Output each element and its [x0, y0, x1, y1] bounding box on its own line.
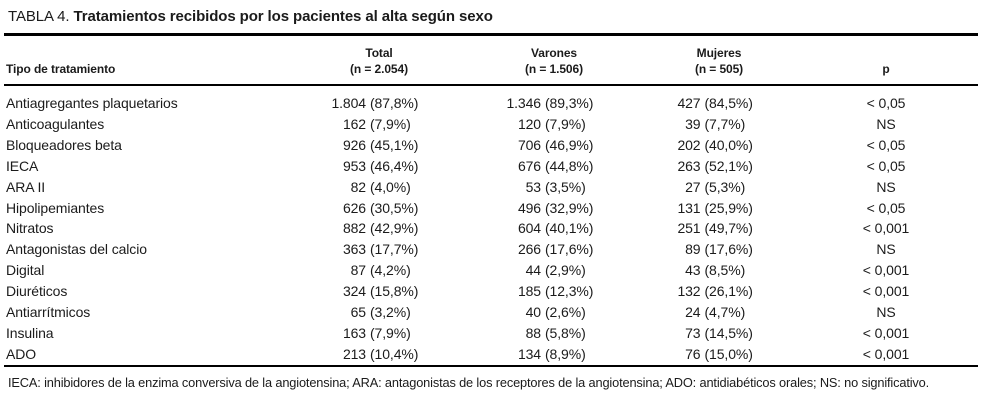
total-cell: 87 (4,2%) — [350, 262, 411, 279]
total-cell: 882 (42,9%) — [342, 220, 419, 237]
table-title-text: Tratamientos recibidos por los pacientes… — [73, 8, 493, 25]
column-header-varones-sub: (n = 1.506) — [525, 62, 583, 76]
total-cell: 65 (3,2%) — [350, 304, 411, 321]
header-row: Tipo de tratamiento Total (n = 2.054) Va… — [4, 34, 978, 86]
table-row: Diuréticos 324 (15,8%) 185 (12,3%) 132 (26,1%)… — [4, 281, 978, 302]
table-row: Antiagregantes plaquetarios 1.804 (87,8%) 1… — [4, 85, 978, 114]
table-row: ARA II 82 (4,0%) 53 (3,5%) 27 (5,3%) NS — [4, 177, 978, 198]
p-value-cell: < 0,001 — [862, 220, 910, 237]
total-cell: 213 (10,4%) — [342, 345, 419, 362]
table-body: Antiagregantes plaquetarios 1.804 (87,8%) 1… — [4, 85, 978, 366]
mujeres-cell: 27 (5,3%) — [685, 178, 746, 195]
varones-cell: 134 (8,9%) — [517, 345, 586, 362]
table-row: Antagonistas del calcio 363 (17,7%) 266 (17,… — [4, 239, 978, 260]
p-value-cell: < 0,001 — [862, 283, 910, 300]
table-row: Digital 87 (4,2%) 44 (2,9%) 43 (8,5%) < 0,001 — [4, 260, 978, 281]
total-cell: 163 (7,9%) — [342, 324, 411, 341]
column-header-treatment: Tipo de tratamiento — [4, 34, 294, 86]
column-header-p: p — [794, 34, 978, 86]
treatment-cell: Antagonistas del calcio — [6, 241, 147, 258]
total-cell: 1.804 (87,8%) — [331, 95, 419, 111]
mujeres-cell: 24 (4,7%) — [685, 304, 746, 321]
total-cell: 363 (17,7%) — [342, 241, 419, 258]
table-footnote: IECA: inhibidores de la enzima conversiv… — [8, 374, 930, 390]
table-number-label: TABLA 4. — [8, 8, 70, 25]
p-value-cell: < 0,001 — [862, 345, 910, 362]
table-row: Anticoagulantes 162 (7,9%) 120 (7,9%) 39 (7,7%… — [4, 114, 978, 135]
table-row: Nitratos 882 (42,9%) 604 (40,1%) 251 (49,7%) < … — [4, 218, 978, 239]
varones-cell: 676 (44,8%) — [517, 157, 594, 174]
treatment-cell: ADO — [6, 345, 37, 362]
treatment-cell: Digital — [6, 262, 45, 279]
p-value-cell: < 0,05 — [866, 95, 906, 111]
treatment-cell: ARA II — [6, 178, 46, 195]
table-title: TABLA 4. Tratamientos recibidos por los … — [8, 7, 978, 26]
treatment-cell: Insulina — [6, 324, 54, 341]
varones-cell: 185 (12,3%) — [517, 283, 594, 300]
p-value-cell: < 0,05 — [866, 157, 906, 174]
p-value-cell: < 0,001 — [862, 262, 910, 279]
varones-cell: 88 (5,8%) — [525, 324, 586, 341]
mujeres-cell: 39 (7,7%) — [685, 115, 746, 132]
varones-cell: 1.346 (89,3%) — [506, 95, 594, 111]
mujeres-cell: 73 (14,5%) — [685, 324, 753, 341]
treatment-cell: Anticoagulantes — [6, 115, 105, 132]
p-value-cell: NS — [876, 304, 896, 321]
total-cell: 926 (45,1%) — [342, 136, 419, 153]
table-row: Bloqueadores beta 926 (45,1%) 706 (46,9%) 202… — [4, 135, 978, 156]
p-value-cell: NS — [876, 241, 896, 258]
mujeres-cell: 263 (52,1%) — [677, 157, 753, 174]
p-value-cell: NS — [876, 115, 896, 132]
varones-cell: 53 (3,5%) — [525, 178, 586, 195]
varones-cell: 266 (17,6%) — [517, 241, 594, 258]
treatment-cell: Hipolipemiantes — [6, 199, 105, 216]
mujeres-cell: 132 (26,1%) — [677, 283, 753, 300]
total-cell: 953 (46,4%) — [342, 157, 419, 174]
table-row: ADO 213 (10,4%) 134 (8,9%) 76 (15,0%) < 0,001 — [4, 344, 978, 366]
table-row: Insulina 163 (7,9%) 88 (5,8%) 73 (14,5%) < 0,00… — [4, 323, 978, 344]
mujeres-cell: 427 (84,5%) — [677, 95, 753, 111]
varones-cell: 44 (2,9%) — [525, 262, 586, 279]
mujeres-cell: 89 (17,6%) — [685, 241, 753, 258]
p-value-cell: < 0,05 — [866, 199, 906, 216]
mujeres-cell: 43 (8,5%) — [685, 262, 746, 279]
treatment-cell: Nitratos — [6, 220, 54, 237]
p-value-cell: NS — [876, 178, 896, 195]
treatment-cell: Antiagregantes plaquetarios — [6, 95, 178, 111]
total-cell: 162 (7,9%) — [342, 115, 411, 132]
varones-cell: 496 (32,9%) — [517, 199, 594, 216]
mujeres-cell: 251 (49,7%) — [677, 220, 753, 237]
total-cell: 82 (4,0%) — [350, 178, 411, 195]
table-header: Tipo de tratamiento Total (n = 2.054) Va… — [4, 34, 978, 86]
total-cell: 324 (15,8%) — [342, 283, 419, 300]
table-row: Hipolipemiantes 626 (30,5%) 496 (32,9%) 131 (2… — [4, 198, 978, 219]
column-header-mujeres-name: Mujeres — [696, 46, 742, 60]
column-header-mujeres: Mujeres (n = 505) — [644, 34, 794, 86]
treatments-table: Tipo de tratamiento Total (n = 2.054) Va… — [4, 33, 978, 367]
column-header-p-name: p — [882, 62, 890, 76]
column-header-total-sub: (n = 2.054) — [350, 62, 408, 76]
varones-cell: 120 (7,9%) — [517, 115, 586, 132]
table-row: IECA 953 (46,4%) 676 (44,8%) 263 (52,1%) < 0,05 — [4, 156, 978, 177]
mujeres-cell: 131 (25,9%) — [677, 199, 753, 216]
column-header-total-name: Total — [365, 46, 393, 60]
table-row: Antiarrítmicos 65 (3,2%) 40 (2,6%) 24 (4,7%) NS — [4, 302, 978, 323]
column-header-varones: Varones (n = 1.506) — [464, 34, 644, 86]
treatment-cell: Antiarrítmicos — [6, 304, 91, 321]
total-cell: 626 (30,5%) — [342, 199, 419, 216]
mujeres-cell: 202 (40,0%) — [677, 136, 753, 153]
varones-cell: 40 (2,6%) — [525, 304, 586, 321]
varones-cell: 604 (40,1%) — [517, 220, 594, 237]
treatment-cell: IECA — [6, 157, 39, 174]
mujeres-cell: 76 (15,0%) — [685, 345, 753, 362]
p-value-cell: < 0,001 — [862, 324, 910, 341]
column-header-mujeres-sub: (n = 505) — [694, 62, 744, 76]
varones-cell: 706 (46,9%) — [517, 136, 594, 153]
treatment-cell: Bloqueadores beta — [6, 136, 122, 153]
treatment-cell: Diuréticos — [6, 283, 68, 300]
p-value-cell: < 0,05 — [866, 136, 906, 153]
column-header-total: Total (n = 2.054) — [294, 34, 464, 86]
column-header-varones-name: Varones — [531, 46, 577, 60]
